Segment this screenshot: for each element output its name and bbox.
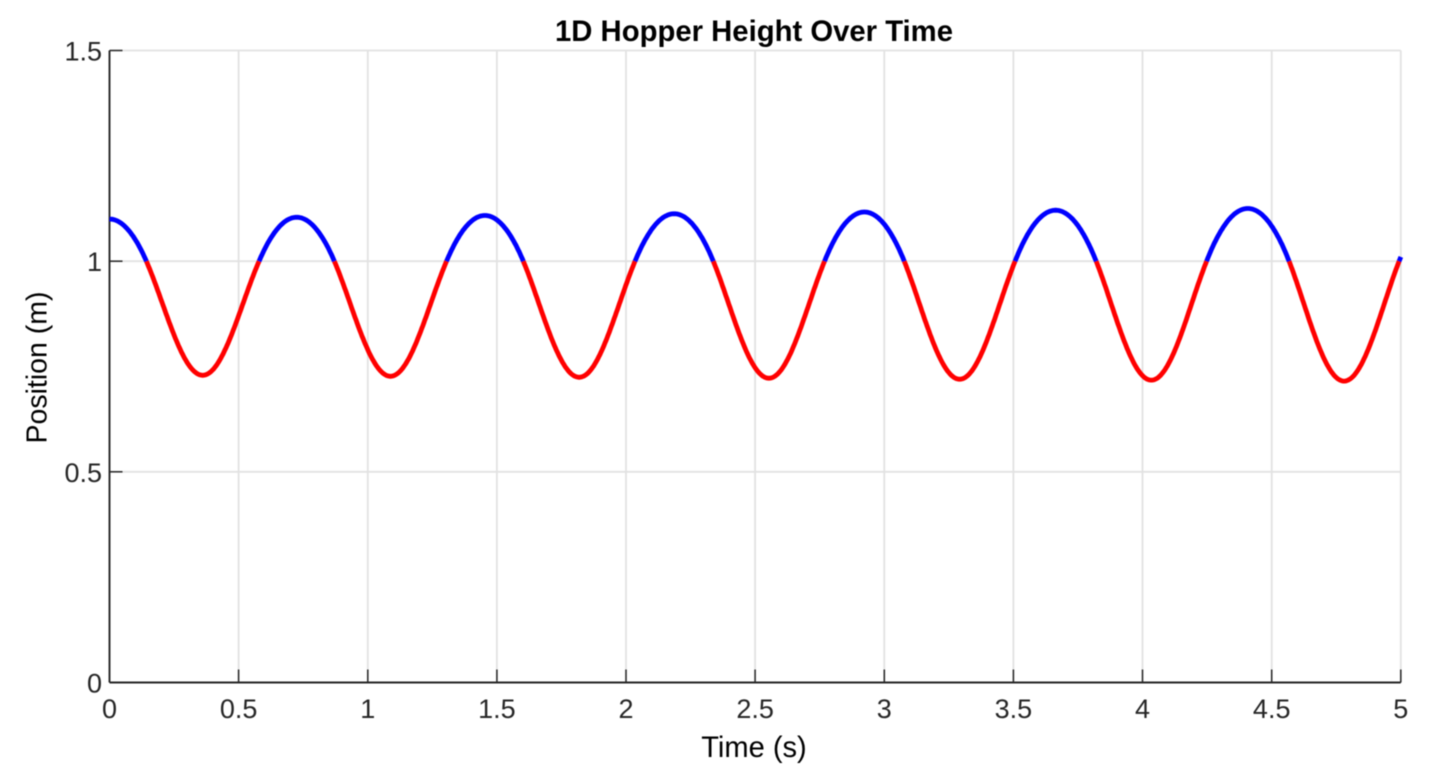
svg-text:0: 0 xyxy=(102,694,117,724)
svg-text:1.5: 1.5 xyxy=(64,37,102,67)
svg-text:Position (m): Position (m) xyxy=(22,292,54,444)
svg-text:4: 4 xyxy=(1135,694,1150,724)
svg-text:1: 1 xyxy=(360,694,375,724)
svg-text:Time (s): Time (s) xyxy=(701,731,807,764)
svg-text:5: 5 xyxy=(1393,694,1408,724)
svg-text:2.5: 2.5 xyxy=(736,694,774,724)
svg-text:1: 1 xyxy=(87,247,102,277)
svg-text:4.5: 4.5 xyxy=(1253,694,1291,724)
svg-text:0.5: 0.5 xyxy=(64,458,102,488)
svg-text:3: 3 xyxy=(877,694,892,724)
svg-text:2: 2 xyxy=(618,694,633,724)
svg-text:0.5: 0.5 xyxy=(220,694,258,724)
svg-text:1D Hopper Height Over Time: 1D Hopper Height Over Time xyxy=(555,15,953,48)
svg-text:1.5: 1.5 xyxy=(478,694,516,724)
svg-text:0: 0 xyxy=(87,669,102,699)
svg-text:3.5: 3.5 xyxy=(995,694,1033,724)
